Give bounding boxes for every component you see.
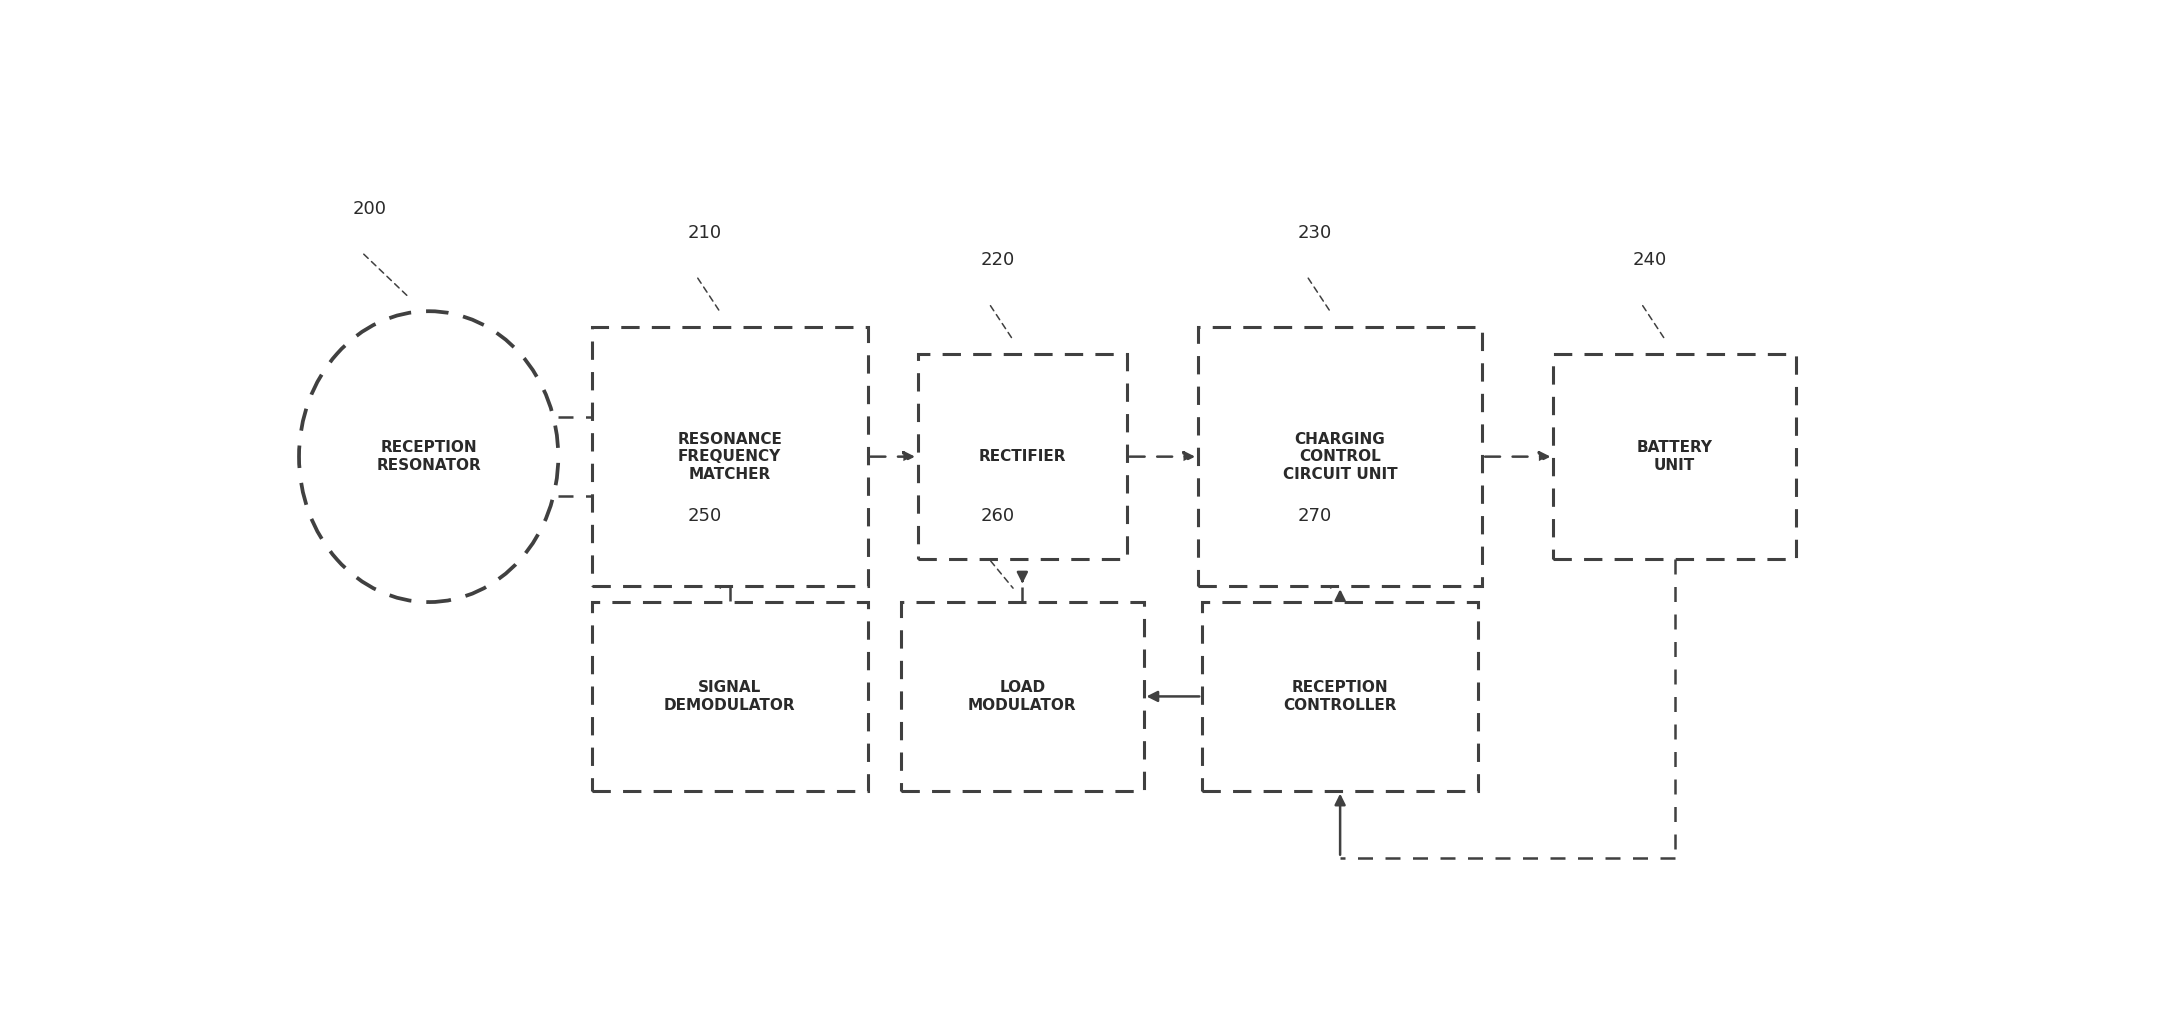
Text: BATTERY
UNIT: BATTERY UNIT [1636, 440, 1713, 473]
Text: RECEPTION
RESONATOR: RECEPTION RESONATOR [375, 440, 481, 473]
Text: RESONANCE
FREQUENCY
MATCHER: RESONANCE FREQUENCY MATCHER [678, 432, 781, 482]
Text: 230: 230 [1297, 224, 1331, 242]
Bar [1202, 602, 1478, 790]
Text: 250: 250 [688, 506, 721, 525]
Bar [1554, 354, 1795, 558]
Text: RECTIFIER: RECTIFIER [978, 449, 1066, 465]
Text: RECEPTION
CONTROLLER: RECEPTION CONTROLLER [1284, 680, 1396, 713]
Text: LOAD
MODULATOR: LOAD MODULATOR [969, 680, 1077, 713]
Text: 220: 220 [980, 251, 1014, 270]
Text: 270: 270 [1297, 506, 1331, 525]
Text: 240: 240 [1631, 251, 1666, 270]
Bar [917, 354, 1126, 558]
Bar [1198, 327, 1483, 586]
Text: SIGNAL
DEMODULATOR: SIGNAL DEMODULATOR [665, 680, 796, 713]
Text: 260: 260 [980, 506, 1014, 525]
Text: 200: 200 [354, 200, 386, 218]
Bar [591, 602, 868, 790]
Text: 210: 210 [688, 224, 721, 242]
Bar [591, 327, 868, 586]
Text: CHARGING
CONTROL
CIRCUIT UNIT: CHARGING CONTROL CIRCUIT UNIT [1282, 432, 1398, 482]
Ellipse shape [300, 311, 559, 602]
Bar [902, 602, 1144, 790]
